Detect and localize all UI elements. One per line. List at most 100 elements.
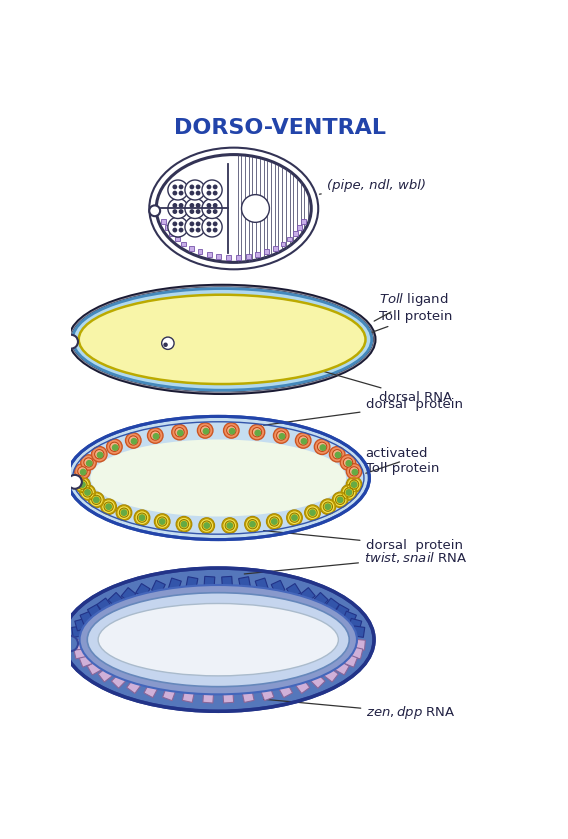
Circle shape — [173, 191, 177, 195]
Circle shape — [162, 337, 174, 349]
Circle shape — [224, 423, 239, 438]
Circle shape — [107, 439, 122, 455]
Bar — [281, 242, 286, 247]
Circle shape — [179, 228, 183, 232]
Polygon shape — [350, 647, 363, 659]
Polygon shape — [349, 618, 362, 631]
Circle shape — [89, 492, 104, 508]
Circle shape — [175, 428, 184, 437]
Circle shape — [116, 505, 132, 520]
Circle shape — [336, 495, 345, 504]
Text: dorsal RNA: dorsal RNA — [279, 358, 453, 404]
Circle shape — [346, 490, 352, 495]
Circle shape — [126, 433, 141, 448]
Circle shape — [252, 428, 262, 437]
Circle shape — [185, 199, 205, 218]
Circle shape — [173, 185, 177, 189]
Circle shape — [229, 429, 235, 434]
Circle shape — [346, 461, 352, 466]
Circle shape — [273, 428, 289, 443]
Circle shape — [134, 510, 150, 525]
Circle shape — [227, 426, 236, 435]
Text: dorsal  protein: dorsal protein — [264, 399, 462, 425]
Circle shape — [337, 498, 343, 503]
Circle shape — [81, 469, 86, 475]
Circle shape — [310, 510, 315, 515]
Circle shape — [204, 523, 210, 529]
Circle shape — [190, 222, 194, 226]
Circle shape — [168, 199, 188, 218]
Circle shape — [139, 515, 145, 520]
Polygon shape — [300, 587, 315, 602]
Bar — [207, 252, 212, 257]
Circle shape — [255, 430, 261, 435]
Circle shape — [225, 521, 235, 530]
Circle shape — [151, 431, 160, 440]
Circle shape — [190, 210, 194, 213]
Circle shape — [78, 480, 87, 489]
Bar — [189, 246, 194, 251]
Circle shape — [207, 191, 211, 195]
Circle shape — [91, 446, 107, 462]
Circle shape — [214, 210, 217, 213]
Circle shape — [137, 513, 147, 523]
Circle shape — [272, 519, 277, 524]
Circle shape — [68, 475, 82, 489]
Polygon shape — [72, 626, 84, 638]
Circle shape — [349, 480, 359, 489]
Ellipse shape — [90, 440, 346, 517]
Circle shape — [346, 464, 362, 479]
Circle shape — [74, 477, 90, 492]
Text: $\it{Toll}$ ligand: $\it{Toll}$ ligand — [374, 291, 449, 321]
Ellipse shape — [79, 294, 365, 384]
Circle shape — [85, 490, 90, 495]
Ellipse shape — [156, 154, 311, 263]
Circle shape — [202, 217, 222, 237]
Bar — [182, 242, 186, 247]
Circle shape — [214, 228, 217, 232]
Circle shape — [149, 206, 160, 216]
Circle shape — [110, 442, 119, 451]
Polygon shape — [335, 604, 349, 618]
Circle shape — [179, 222, 183, 226]
Polygon shape — [111, 674, 126, 688]
Circle shape — [86, 461, 92, 466]
Polygon shape — [186, 576, 198, 589]
Ellipse shape — [73, 289, 371, 390]
Ellipse shape — [87, 592, 349, 686]
Circle shape — [168, 217, 188, 237]
Bar — [293, 232, 298, 236]
Circle shape — [295, 433, 311, 448]
Circle shape — [344, 487, 354, 497]
Circle shape — [245, 517, 260, 532]
Circle shape — [248, 519, 257, 529]
Polygon shape — [87, 604, 102, 618]
Circle shape — [84, 458, 93, 467]
Circle shape — [168, 180, 188, 200]
Circle shape — [112, 445, 118, 451]
Circle shape — [299, 436, 308, 446]
Circle shape — [97, 452, 103, 457]
Circle shape — [80, 482, 85, 487]
Circle shape — [222, 518, 237, 534]
Polygon shape — [87, 661, 102, 675]
Polygon shape — [272, 581, 285, 594]
Polygon shape — [335, 661, 349, 675]
Circle shape — [197, 228, 200, 232]
Polygon shape — [182, 690, 194, 702]
Circle shape — [148, 428, 163, 443]
Circle shape — [207, 210, 211, 213]
Circle shape — [197, 185, 200, 189]
Circle shape — [241, 195, 269, 222]
Bar — [256, 252, 260, 257]
Circle shape — [197, 222, 200, 226]
Circle shape — [214, 191, 217, 195]
Circle shape — [178, 430, 183, 435]
Text: dorsal  protein: dorsal protein — [264, 530, 462, 552]
Circle shape — [340, 455, 356, 470]
Bar — [175, 237, 179, 242]
Circle shape — [214, 185, 217, 189]
Circle shape — [308, 508, 317, 518]
Circle shape — [202, 199, 222, 218]
Circle shape — [198, 423, 213, 438]
